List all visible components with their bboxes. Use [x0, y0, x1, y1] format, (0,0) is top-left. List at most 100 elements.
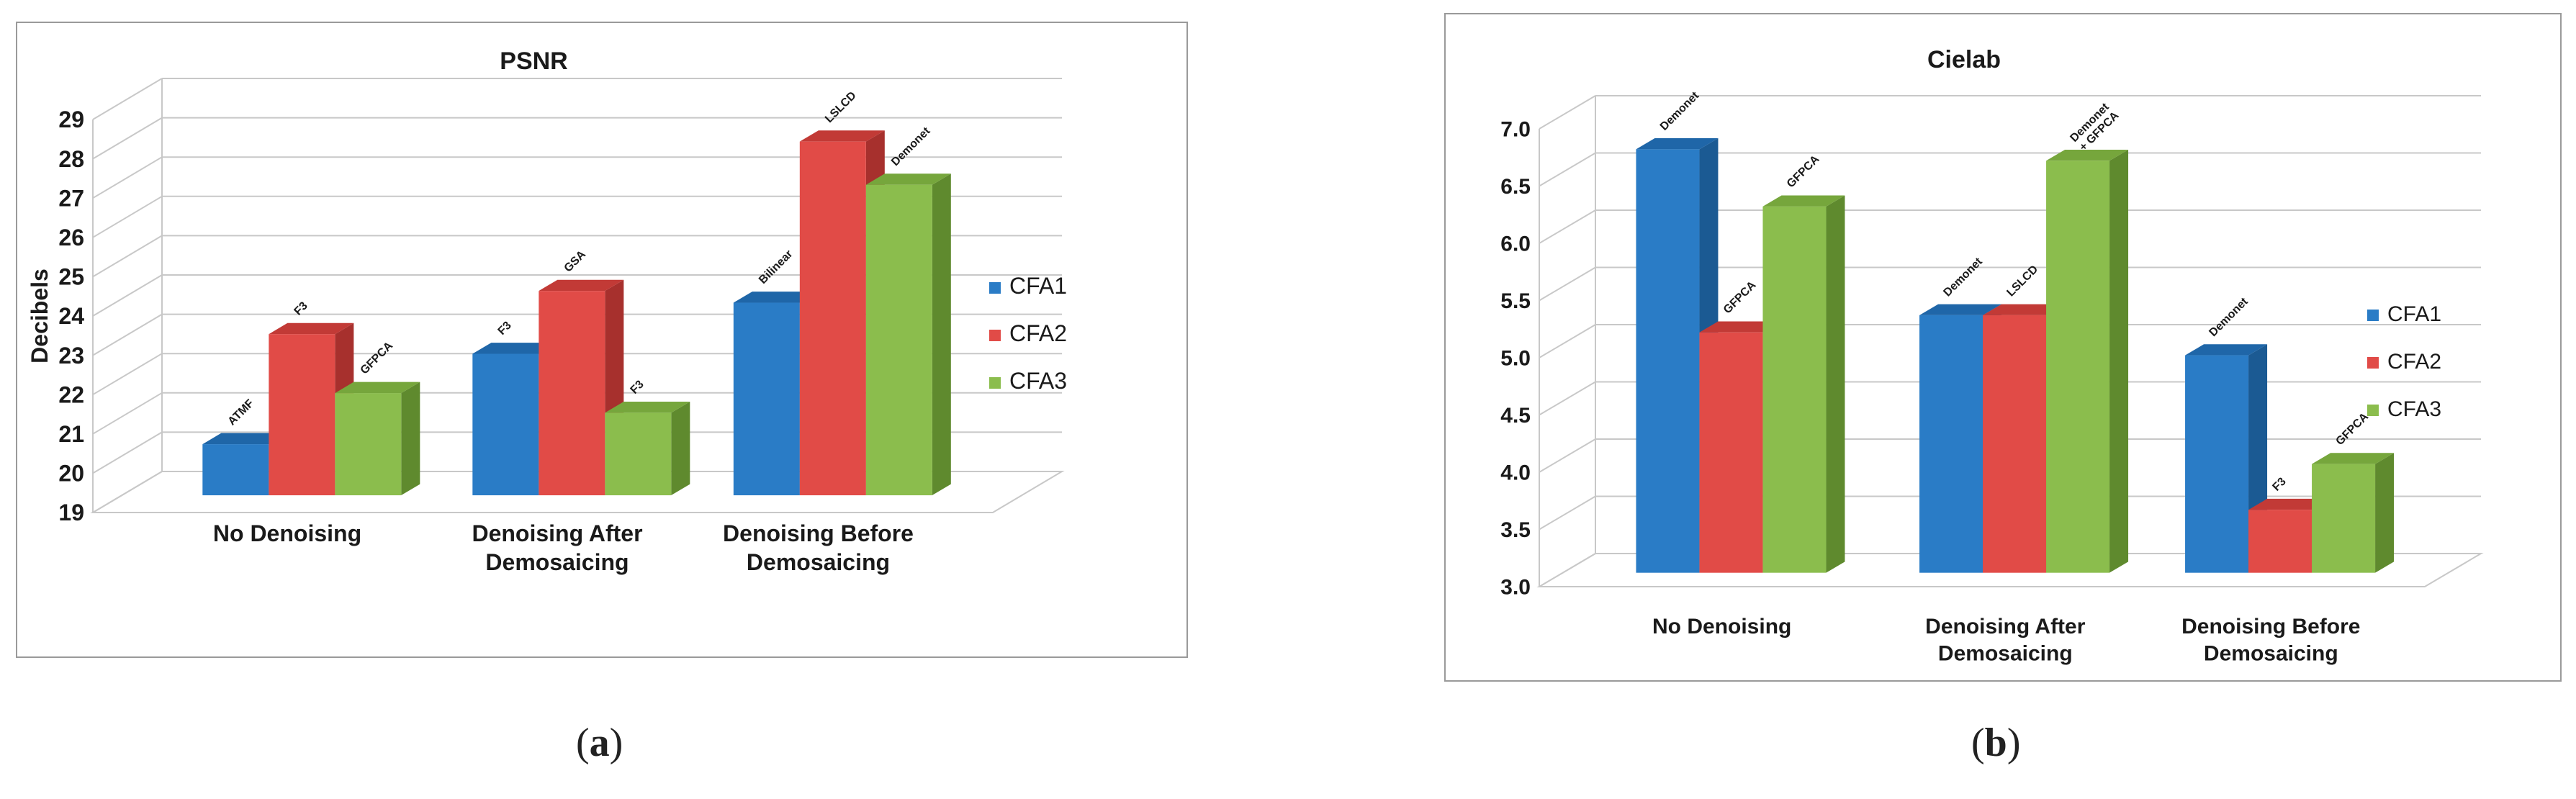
y-tick-label: 27: [58, 185, 84, 211]
y-tick-label: 29: [58, 107, 84, 132]
bar-method-label-line: Demonet: [1941, 256, 1985, 299]
bar-method-label: Bilinear: [757, 248, 796, 286]
legend-label: CFA2: [1009, 320, 1067, 346]
bar-cfa2: [539, 279, 624, 496]
bar-method-label: Demonet: [889, 125, 933, 168]
bar-cfa3: [865, 173, 951, 496]
gridline-side: [1539, 495, 1596, 531]
y-tick-label: 3.5: [1500, 518, 1531, 542]
bar-top: [865, 173, 951, 185]
bar-top: [2185, 344, 2268, 356]
y-axis-label: Decibels: [27, 268, 53, 364]
bar-side: [1826, 195, 1845, 573]
gridline-side: [92, 78, 163, 120]
gridline-side: [92, 195, 163, 238]
bar-method-label: Demonet: [2207, 295, 2251, 339]
bar-top: [2248, 498, 2331, 510]
bar-method-label: LSLCD: [823, 89, 859, 125]
legend-swatch-cfa3: [989, 377, 1001, 389]
bar-front: [1699, 332, 1763, 573]
y-tick-label: 21: [58, 421, 84, 447]
gridline-side: [1539, 152, 1596, 187]
gridline-side: [1539, 324, 1596, 358]
category-label: No Denoising: [213, 520, 361, 546]
bar-method-label-line: F3: [292, 299, 310, 317]
category-label: Denoising After Demosaicing: [1925, 615, 2086, 666]
bar-front: [202, 444, 269, 496]
bar-front: [1919, 315, 1983, 573]
floor: [90, 471, 1065, 513]
bar-top: [269, 322, 354, 335]
category-label-line: Denoising Before: [2181, 615, 2360, 638]
bar-top: [733, 292, 819, 303]
bar-front: [2185, 355, 2249, 573]
bar-front: [605, 412, 672, 496]
y-tick-label: 22: [58, 382, 84, 407]
legend-swatch-cfa3: [2367, 405, 2379, 416]
bar-front: [2046, 161, 2110, 573]
gridline-side: [92, 235, 163, 278]
bar-top: [799, 130, 885, 142]
bar-method-label-line: Demonet: [889, 125, 933, 168]
gridline-side: [92, 156, 163, 199]
gridline-side: [1539, 381, 1596, 416]
gridline-side: [1539, 209, 1596, 244]
bar-method-label-line: LSLCD: [823, 89, 859, 125]
legend-swatch-cfa2: [989, 330, 1001, 341]
bar-top: [2312, 453, 2395, 464]
category-label-line: Denoising Before: [723, 520, 914, 546]
bar-front: [269, 334, 335, 496]
y-tick-label: 5.5: [1500, 289, 1531, 313]
bar-front: [539, 291, 605, 496]
bar-top: [1636, 138, 1719, 150]
bar-cfa3: [2046, 149, 2129, 573]
bar-method-label-line: Demonet: [2207, 295, 2251, 339]
category-label-line: Demosaicing: [1938, 642, 2073, 666]
category-label: No Denoising: [1652, 615, 1791, 638]
legend-label: CFA1: [2387, 302, 2441, 326]
y-tick-label: 3.0: [1500, 576, 1531, 600]
bar-front: [2312, 464, 2376, 573]
bar-side: [2109, 149, 2129, 573]
bar-top: [1983, 304, 2066, 315]
bar-cfa3: [605, 401, 690, 496]
bar-top: [605, 401, 690, 413]
category-label: Denoising Before Demosaicing: [2181, 615, 2360, 666]
bar-method-label-line: F3: [496, 320, 514, 338]
legend-swatch-cfa2: [2367, 357, 2379, 369]
psnr-chart: PSNR 19 20 21 22 23 24 25 26 27 28 29 Decibels ATMF F3…: [27, 48, 1067, 575]
category-label: Denoising After Demosaicing: [472, 520, 642, 575]
bar-top: [539, 279, 624, 292]
bar-side: [671, 401, 690, 496]
y-tick-label: 4.5: [1500, 404, 1531, 428]
legend-swatch-cfa1: [2367, 310, 2379, 321]
legend-swatch-cfa1: [989, 282, 1001, 294]
bar-top: [472, 343, 558, 354]
bar-cfa3: [1762, 195, 1845, 573]
psnr-chart-panel: PSNR 19 20 21 22 23 24 25 26 27 28 29 Decibels ATMF F3…: [16, 22, 1188, 658]
bar-front: [1636, 149, 1700, 573]
gridline-side: [92, 117, 163, 160]
gridline-side: [92, 313, 163, 356]
y-tick-label: 6.0: [1500, 233, 1531, 256]
bar-method-label-line: GSA: [562, 248, 589, 275]
bar-method-label: F3: [629, 378, 647, 396]
y-tick-label: 26: [58, 225, 84, 250]
bar-method-label: F3: [2270, 475, 2288, 493]
bar-top: [335, 382, 420, 394]
bar-top: [202, 433, 288, 445]
bar-method-label: GFPCA: [359, 340, 396, 377]
y-tick-label: 6.5: [1500, 175, 1531, 199]
category-label-line: Demosaicing: [747, 549, 890, 575]
caption-b: (b): [1971, 721, 2021, 765]
category-label-line: Denoising After: [472, 520, 642, 546]
bar-method-label: GFPCA: [1721, 279, 1759, 316]
bar-method-label-line: F3: [2270, 475, 2288, 493]
bar-method-label: Demonet+ GFPCA: [2068, 100, 2121, 153]
y-tick-label: 25: [58, 264, 84, 290]
bar-front: [1762, 206, 1827, 573]
bar-method-label: LSLCD: [2004, 263, 2040, 299]
chart-title: PSNR: [500, 48, 567, 75]
bar-top: [1762, 195, 1845, 207]
category-label-line: Demosaicing: [2204, 642, 2338, 666]
